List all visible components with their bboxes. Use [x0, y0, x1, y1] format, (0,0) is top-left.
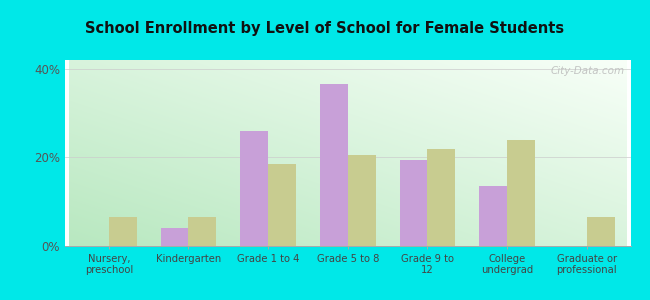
Bar [428, 148, 455, 246]
Bar [400, 160, 428, 246]
Text: School Enrollment by Level of School for Female Students: School Enrollment by Level of School for… [85, 21, 565, 36]
Bar [587, 217, 614, 246]
Bar [109, 217, 136, 246]
Bar [161, 228, 188, 246]
Bar [348, 155, 376, 246]
Bar [479, 186, 507, 246]
Bar [188, 217, 216, 246]
Bar [268, 164, 296, 246]
Text: City-Data.com: City-Data.com [551, 66, 625, 76]
Bar [320, 84, 348, 246]
Bar [507, 140, 535, 246]
Bar [240, 131, 268, 246]
